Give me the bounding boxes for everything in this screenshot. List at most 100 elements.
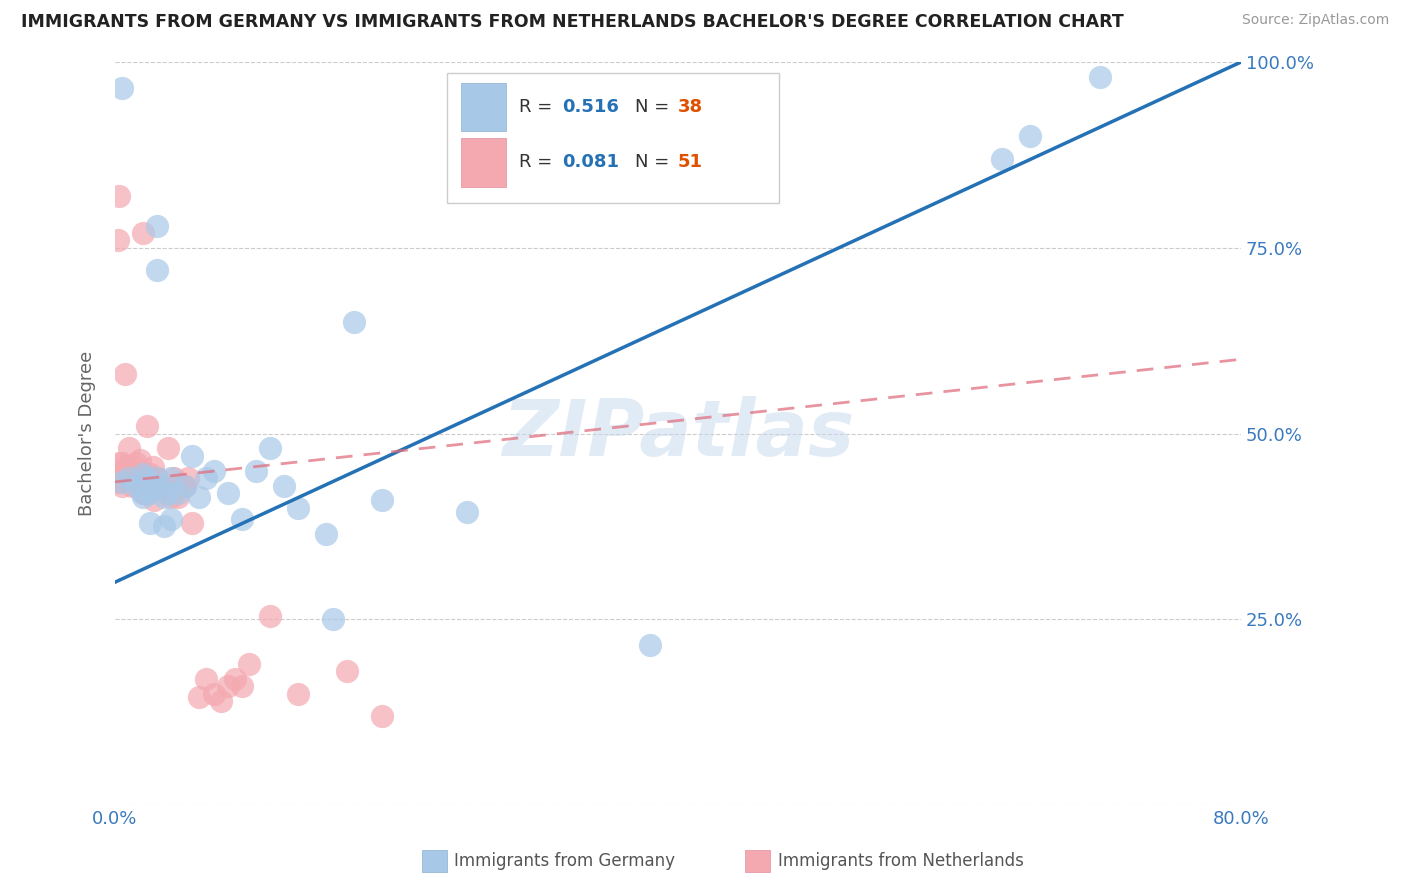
Point [153,478,176,492]
Point [167,490,190,504]
Point [146,219,169,233]
Point [259,442,281,456]
Point [322,612,344,626]
Point [224,672,246,686]
Point [188,490,211,504]
Point [146,263,169,277]
Point [217,679,239,693]
Point [139,486,162,500]
Point [110,464,132,478]
Point [150,483,173,497]
Point [172,478,194,492]
Point [125,478,148,492]
Text: Immigrants from Germany: Immigrants from Germany [454,852,675,871]
Point [181,449,204,463]
Point [108,189,131,203]
Point [118,467,141,482]
Point [121,478,143,492]
Point [129,471,152,485]
Point [139,471,162,485]
Point [273,478,295,492]
Point [146,471,169,485]
Point [231,512,253,526]
Point [153,490,176,504]
Point [139,467,162,482]
Point [157,486,180,500]
Point [146,478,169,492]
Point [111,81,134,95]
Point [174,478,197,492]
Point [129,452,152,467]
Point [160,471,183,485]
Point [121,467,143,482]
Point [153,519,176,533]
Point [143,493,166,508]
Point [163,471,186,485]
Text: 0.516: 0.516 [562,98,619,116]
Point [132,486,155,500]
Point [142,460,165,475]
Text: Immigrants from Netherlands: Immigrants from Netherlands [778,852,1024,871]
Point [160,478,183,492]
Point [238,657,260,671]
Point [209,694,232,708]
Text: 0.081: 0.081 [562,153,619,171]
Point [111,478,134,492]
Point [456,505,478,519]
Text: N =: N = [636,153,675,171]
Point [371,493,394,508]
Point [231,679,253,693]
Point [146,478,169,492]
Point [146,478,169,492]
Point [132,486,155,500]
Point [371,709,394,723]
Point [135,486,157,500]
Point [136,419,159,434]
Point [177,471,200,485]
Point [125,456,148,470]
Y-axis label: Bachelor's Degree: Bachelor's Degree [79,351,96,516]
Point [245,464,267,478]
Point [638,638,661,652]
Point [195,471,218,485]
Text: 38: 38 [678,98,703,116]
Point [174,478,197,492]
Point [146,471,169,485]
Point [1018,129,1040,144]
Point [107,234,129,248]
Text: IMMIGRANTS FROM GERMANY VS IMMIGRANTS FROM NETHERLANDS BACHELOR'S DEGREE CORRELA: IMMIGRANTS FROM GERMANY VS IMMIGRANTS FR… [21,13,1123,31]
FancyBboxPatch shape [461,138,506,186]
Point [108,456,131,470]
Text: 51: 51 [678,153,703,171]
Point [259,608,281,623]
Point [124,460,146,475]
Point [990,152,1012,166]
Point [195,672,218,686]
Point [132,490,155,504]
Text: Source: ZipAtlas.com: Source: ZipAtlas.com [1241,13,1389,28]
Point [287,500,309,515]
Point [115,460,138,475]
Point [111,456,134,470]
Point [202,464,225,478]
Point [127,471,149,485]
Text: N =: N = [636,98,675,116]
Text: R =: R = [519,98,558,116]
Point [343,315,366,329]
Point [217,486,239,500]
Point [132,467,155,482]
Point [1088,70,1111,84]
Point [202,687,225,701]
Point [114,367,136,381]
Point [167,486,190,500]
Point [160,512,183,526]
Point [139,516,162,530]
Bar [447,73,779,203]
FancyBboxPatch shape [461,83,506,131]
Point [135,471,157,485]
Point [135,478,157,492]
Point [118,471,141,485]
Point [111,475,134,489]
Text: ZIPatlas: ZIPatlas [502,396,853,472]
Point [125,471,148,485]
